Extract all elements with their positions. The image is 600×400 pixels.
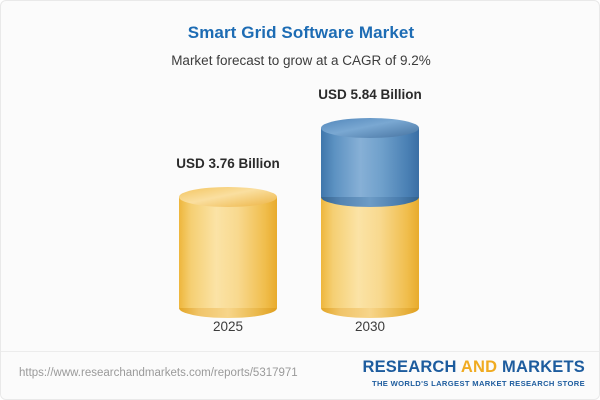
bar-2030-top-ellipse [321, 118, 419, 138]
bar-category-label-2025: 2025 [212, 319, 244, 334]
logo-tagline: THE WORLD'S LARGEST MARKET RESEARCH STOR… [371, 379, 585, 388]
brand-logo[interactable]: RESEARCH AND MARKETS THE WORLD'S LARGEST… [362, 358, 585, 388]
bar-2030-base-body [321, 197, 419, 308]
bar-value-label-2030: USD 5.84 Billion [318, 87, 422, 102]
bar-2025-body [179, 197, 277, 308]
chart-plot-area: USD 3.76 Billion 2025 USD 5.84 Billion 2… [1, 1, 599, 351]
logo-wordmark: RESEARCH AND MARKETS [362, 358, 585, 377]
bar-2025-segment-base [179, 187, 277, 318]
bar-2025[interactable] [179, 187, 277, 318]
bar-2030[interactable] [321, 118, 419, 318]
logo-word-research: RESEARCH [362, 358, 457, 376]
bar-2030-segment-growth [321, 118, 419, 207]
bar-value-label-2025: USD 3.76 Billion [176, 156, 280, 171]
chart-subtitle: Market forecast to grow at a CAGR of 9.2… [171, 53, 431, 68]
bar-category-label-2030: 2030 [354, 319, 386, 334]
logo-word-markets: MARKETS [502, 358, 585, 376]
bar-2030-growth-body [321, 128, 419, 197]
footer: https://www.researchandmarkets.com/repor… [1, 351, 599, 399]
report-url[interactable]: https://www.researchandmarkets.com/repor… [19, 367, 298, 379]
bar-2030-segment-base [321, 197, 419, 318]
chart-title: Smart Grid Software Market [187, 23, 415, 42]
logo-word-and: AND [460, 358, 498, 376]
bar-2025-top-ellipse [179, 187, 277, 207]
